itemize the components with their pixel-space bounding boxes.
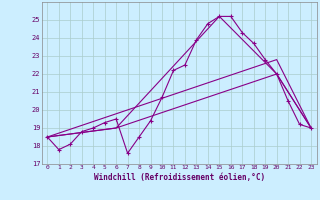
X-axis label: Windchill (Refroidissement éolien,°C): Windchill (Refroidissement éolien,°C) bbox=[94, 173, 265, 182]
